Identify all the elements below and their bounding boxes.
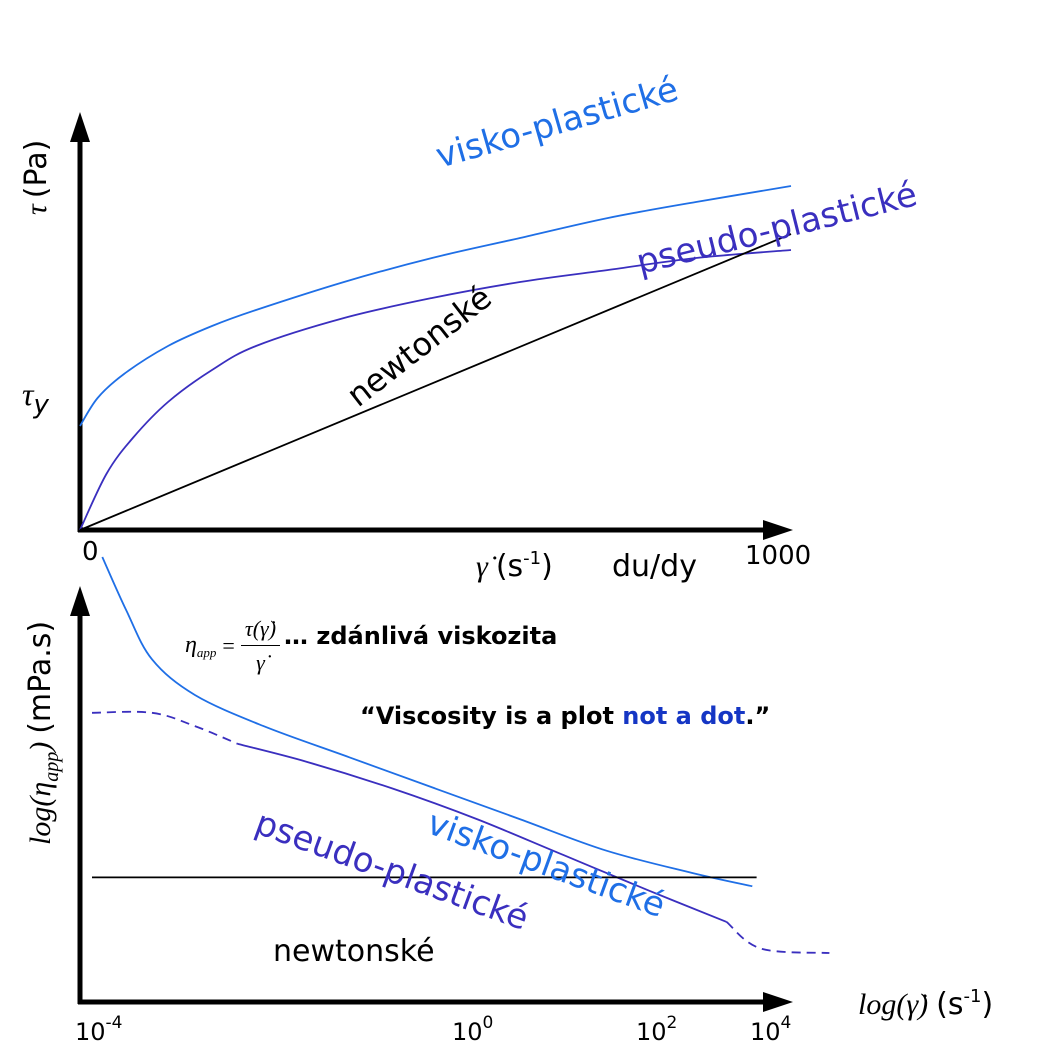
bottom-x-tick--4: 10-4 (75, 1013, 123, 1046)
bottom-x-axis-label: log(γ̇) (s-1) (858, 986, 993, 1022)
apparent-viscosity-formula: ηapp = τ(γ̇) γ̇ … zdánlivá viskozita (185, 606, 557, 686)
formula-fraction: τ(γ̇) γ̇ (240, 616, 281, 676)
top-x-tick-1000: 1000 (745, 541, 811, 571)
bottom-x-axis-arrow (763, 992, 793, 1012)
formula-denominator: γ̇ (256, 650, 265, 675)
top-x-axis-alt-label: du/dy (612, 549, 697, 584)
bottom-series-pseudo-plastick-dashed-3 (726, 921, 830, 954)
quote-highlight: not a dot (622, 702, 746, 730)
bottom-x-ticks: 10-4 100 102 104 (75, 1013, 791, 1046)
bottom-series-pseudo-plastick-dashed-2 (91, 710, 239, 745)
top-y-axis-arrow (70, 112, 90, 142)
formula-equals: = (222, 633, 235, 658)
bottom-x-tick-2: 102 (636, 1013, 677, 1046)
top-y-axis-label: τ(Pa) (19, 140, 54, 215)
bottom-series-group (91, 556, 830, 954)
top-label-newton: newtonské (340, 278, 499, 414)
yield-stress-label: τy (22, 376, 49, 420)
top-label-pseudo: pseudo-plastické (633, 174, 922, 282)
top-chart: τ(Pa) τy 0 1000 γ̇ (s-1) du/dy visko-plas… (19, 69, 921, 584)
top-series-visko-plastick (79, 185, 792, 427)
formula-description: … zdánlivá viskozita (284, 622, 558, 650)
top-label-visko: visko-plastické (431, 69, 682, 176)
bottom-series-pseudo-plastick (237, 743, 727, 923)
bottom-series-visko-plastick (101, 556, 753, 888)
top-x-axis-label: γ̇ (s-1) (476, 548, 553, 584)
top-series-newtonsk (79, 233, 792, 531)
top-series-group (79, 185, 792, 531)
top-x-axis-arrow (763, 520, 793, 540)
bottom-x-tick-0: 100 (452, 1013, 493, 1046)
bottom-x-tick-4: 104 (750, 1013, 791, 1046)
top-x-tick-0: 0 (82, 537, 99, 567)
bottom-y-axis-arrow (70, 586, 90, 616)
formula-numerator: τ(γ̇) (240, 616, 281, 646)
top-series-pseudo-plastick (79, 249, 792, 531)
formula-lhs: ηapp (185, 631, 217, 660)
bottom-y-axis-label: log(ηapp)(mPa.s) (23, 621, 63, 845)
bottom-label-newton: newtonské (273, 934, 435, 969)
viscosity-quote: “Viscosity is a plot not a dot.” (360, 702, 771, 730)
